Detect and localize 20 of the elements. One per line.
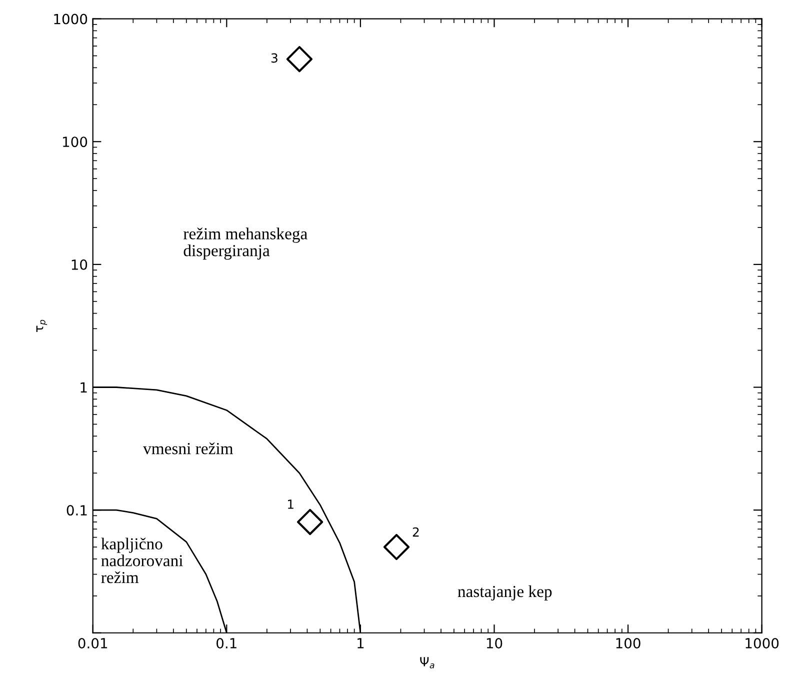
y-tick-label: 10 xyxy=(72,259,88,270)
y-tick-label: 1000 xyxy=(54,14,88,24)
y-tick-label: 0.1 xyxy=(66,505,87,516)
annotation: kapljično nadzorovani režim xyxy=(101,538,183,584)
annotation: 1 xyxy=(288,500,294,509)
x-tick-label: 1 xyxy=(358,638,364,648)
annotation: 2 xyxy=(412,527,419,537)
x-tick-label: 0.01 xyxy=(78,638,108,648)
y-axis-title: τ$_{p}$ xyxy=(36,320,48,332)
x-axis-title: Ψ$_{a}$ xyxy=(420,657,434,668)
x-tick-label: 1000 xyxy=(746,638,779,648)
annotation: režim mehanskega dispergiranja xyxy=(184,228,308,260)
x-tick-label: 10 xyxy=(486,638,502,648)
x-tick-label: 0.1 xyxy=(216,638,236,648)
annotation: 3 xyxy=(271,53,278,63)
x-tick-label: 100 xyxy=(616,638,640,648)
annotation: vmesni režim xyxy=(143,442,234,454)
annotation: nastajanje kep xyxy=(458,585,552,601)
y-tick-label: 100 xyxy=(63,136,88,148)
y-tick-label: 1 xyxy=(80,382,87,393)
